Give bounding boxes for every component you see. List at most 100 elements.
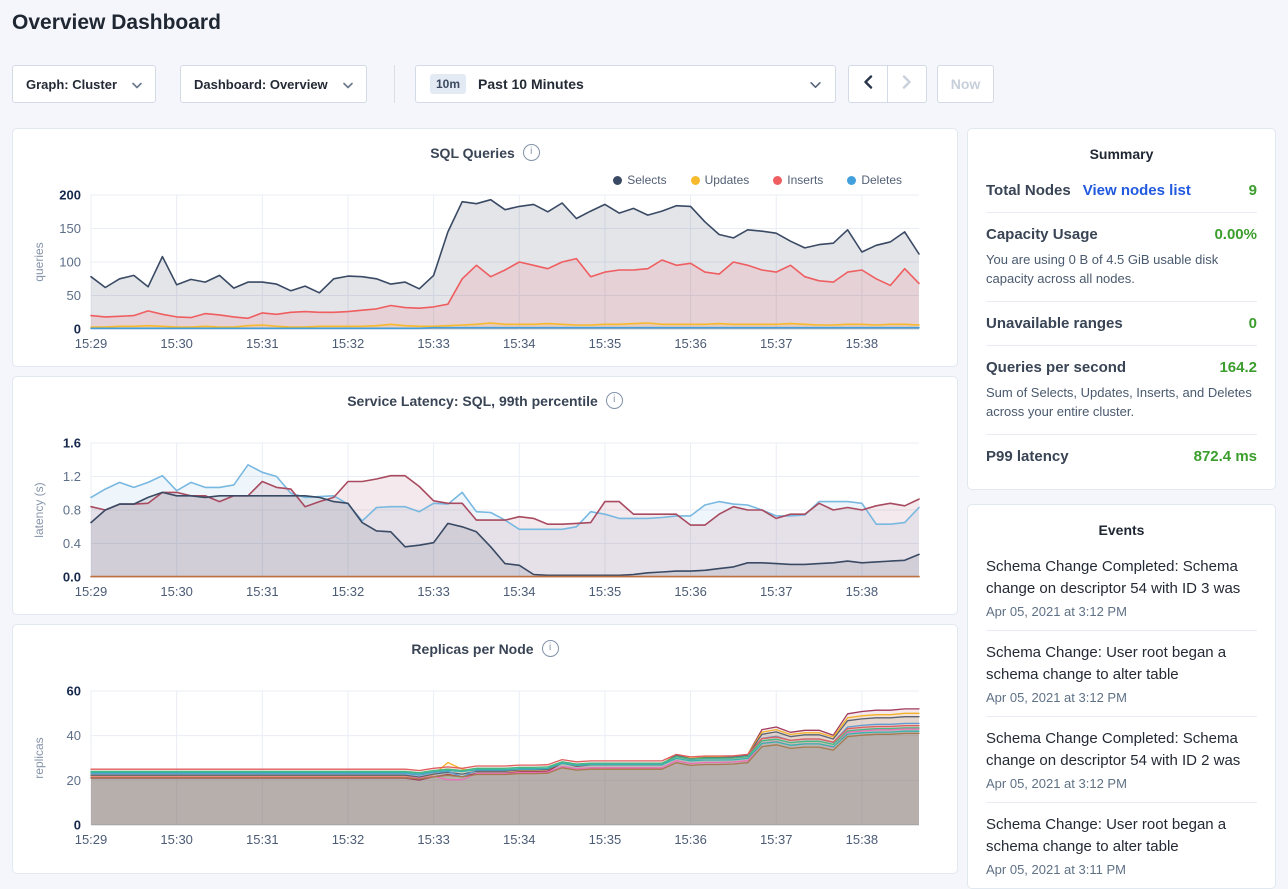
sidebar-column: Summary Total Nodes View nodes list 9 Ca… xyxy=(967,128,1276,889)
svg-text:0: 0 xyxy=(74,322,81,337)
svg-text:15:29: 15:29 xyxy=(75,584,108,599)
svg-text:15:38: 15:38 xyxy=(846,832,879,847)
svg-text:0.8: 0.8 xyxy=(63,503,81,518)
svg-text:100: 100 xyxy=(59,255,81,270)
svg-text:15:36: 15:36 xyxy=(674,832,707,847)
chevron-down-icon xyxy=(132,77,142,92)
toolbar-divider xyxy=(394,65,395,103)
event-list-item[interactable]: Schema Change: User root began a schema … xyxy=(986,803,1257,888)
summary-header: Summary xyxy=(1089,146,1154,162)
info-icon[interactable]: i xyxy=(541,640,559,657)
svg-text:15:33: 15:33 xyxy=(417,584,450,599)
svg-text:200: 200 xyxy=(59,188,81,203)
svg-text:15:35: 15:35 xyxy=(589,832,622,847)
svg-text:50: 50 xyxy=(67,288,81,303)
unavailable-ranges-value: 0 xyxy=(1248,315,1257,332)
service-latency-plot[interactable]: 0.0 0.4 0.8 1.2 1.6 15:29 15:30 15:31 15:32 15:33… xyxy=(27,433,939,610)
now-button[interactable]: Now xyxy=(937,65,994,103)
svg-text:15:35: 15:35 xyxy=(589,584,622,599)
summary-panel: Summary Total Nodes View nodes list 9 Ca… xyxy=(967,128,1276,490)
legend-dot xyxy=(690,175,700,185)
chart-title-sql-queries: SQL Queries xyxy=(430,144,515,161)
svg-text:15:38: 15:38 xyxy=(846,584,879,599)
event-text: Schema Change: User root began a schema … xyxy=(986,644,1227,683)
svg-text:15:33: 15:33 xyxy=(417,336,450,351)
page-title: Overview Dashboard xyxy=(12,11,221,34)
svg-text:1.2: 1.2 xyxy=(63,469,81,484)
legend-dot xyxy=(847,175,857,185)
svg-text:15:34: 15:34 xyxy=(503,336,536,351)
svg-text:15:32: 15:32 xyxy=(332,584,365,599)
event-timestamp: Apr 05, 2021 at 3:12 PM xyxy=(986,604,1127,619)
chevron-down-icon xyxy=(810,77,821,92)
svg-text:15:38: 15:38 xyxy=(846,336,879,351)
legend-item-inserts[interactable]: Inserts xyxy=(773,173,823,187)
queries-per-second-label: Queries per second xyxy=(986,359,1127,376)
p99-latency-label: P99 latency xyxy=(986,448,1069,465)
unavailable-ranges-label: Unavailable ranges xyxy=(986,315,1123,332)
time-range-label: Past 10 Minutes xyxy=(478,76,584,92)
svg-text:0: 0 xyxy=(74,818,81,833)
toolbar: Graph: Cluster Dashboard: Overview 10m P… xyxy=(12,65,994,103)
legend-label: Selects xyxy=(627,173,667,187)
svg-text:15:34: 15:34 xyxy=(503,832,536,847)
graph-dropdown[interactable]: Graph: Cluster xyxy=(12,65,156,103)
svg-text:15:35: 15:35 xyxy=(589,336,622,351)
svg-text:150: 150 xyxy=(59,221,81,236)
replicas-per-node-plot[interactable]: 0 20 40 60 15:29 15:30 15:31 15:32 15:33 15:34 15:… xyxy=(27,681,939,858)
chart-title-replicas-per-node: Replicas per Node xyxy=(411,640,534,657)
svg-text:15:33: 15:33 xyxy=(417,832,450,847)
svg-text:15:30: 15:30 xyxy=(160,584,193,599)
sql-queries-plot[interactable]: 0 50 100 150 200 15:29 15:30 15:31 15:32 15:33 15:… xyxy=(27,185,939,362)
time-range-selector[interactable]: 10m Past 10 Minutes xyxy=(415,65,836,103)
event-list-item[interactable]: Schema Change: User root began a schema … xyxy=(986,631,1257,717)
replicas-per-node-chart-panel: Replicas per Node i replicas 0 20 40 60 15:2… xyxy=(12,624,958,874)
svg-text:15:30: 15:30 xyxy=(160,832,193,847)
legend-dot xyxy=(613,175,623,185)
legend-item-selects[interactable]: Selects xyxy=(613,173,667,187)
svg-text:15:37: 15:37 xyxy=(760,584,793,599)
event-text: Schema Change: User root began a schema … xyxy=(986,816,1227,855)
svg-text:60: 60 xyxy=(67,684,81,699)
svg-text:1.6: 1.6 xyxy=(63,436,81,451)
legend-dot xyxy=(773,175,783,185)
summary-row-capacity-usage: Capacity Usage 0.00% You are using 0 B o… xyxy=(986,213,1257,302)
graph-dropdown-label: Graph: Cluster xyxy=(26,76,118,92)
svg-text:15:29: 15:29 xyxy=(75,832,108,847)
svg-text:15:36: 15:36 xyxy=(674,584,707,599)
dashboard-dropdown-label: Dashboard: Overview xyxy=(194,76,328,92)
total-nodes-value: 9 xyxy=(1248,182,1257,199)
queries-per-second-value: 164.2 xyxy=(1219,359,1257,376)
events-header: Events xyxy=(1098,522,1145,538)
event-timestamp: Apr 05, 2021 at 3:11 PM xyxy=(986,862,1126,877)
event-text: Schema Change Completed: Schema change o… xyxy=(986,558,1241,597)
summary-row-queries-per-second: Queries per second 164.2 Sum of Selects,… xyxy=(986,346,1257,435)
legend-label: Deletes xyxy=(861,173,902,187)
svg-text:15:31: 15:31 xyxy=(246,832,279,847)
legend-item-updates[interactable]: Updates xyxy=(690,173,750,187)
svg-text:15:37: 15:37 xyxy=(760,336,793,351)
info-icon[interactable]: i xyxy=(522,144,540,161)
svg-text:15:32: 15:32 xyxy=(332,832,365,847)
service-latency-chart-panel: Service Latency: SQL, 99th percentile i … xyxy=(12,376,958,615)
chart-legend: Selects Updates Inserts Deletes xyxy=(613,173,902,187)
time-back-button[interactable] xyxy=(848,65,888,103)
event-timestamp: Apr 05, 2021 at 3:12 PM xyxy=(986,776,1127,791)
time-forward-button[interactable] xyxy=(887,65,927,103)
time-range-badge: 10m xyxy=(430,74,467,94)
svg-text:15:31: 15:31 xyxy=(246,336,279,351)
svg-text:15:29: 15:29 xyxy=(75,336,108,351)
chevron-left-icon xyxy=(863,74,873,94)
p99-latency-value: 872.4 ms xyxy=(1193,448,1257,465)
dashboard-dropdown[interactable]: Dashboard: Overview xyxy=(180,65,367,103)
legend-item-deletes[interactable]: Deletes xyxy=(847,173,902,187)
svg-text:15:37: 15:37 xyxy=(760,832,793,847)
legend-label: Updates xyxy=(704,173,750,187)
summary-row-p99-latency: P99 latency 872.4 ms xyxy=(986,435,1257,478)
event-list-item[interactable]: Schema Change Completed: Schema change o… xyxy=(986,545,1257,631)
info-icon[interactable]: i xyxy=(605,392,623,409)
charts-column: SQL Queries i Selects Updates Inserts xyxy=(12,128,958,889)
event-list-item[interactable]: Schema Change Completed: Schema change o… xyxy=(986,717,1257,803)
capacity-usage-value: 0.00% xyxy=(1214,226,1257,243)
view-nodes-list-link[interactable]: View nodes list xyxy=(1082,182,1191,199)
